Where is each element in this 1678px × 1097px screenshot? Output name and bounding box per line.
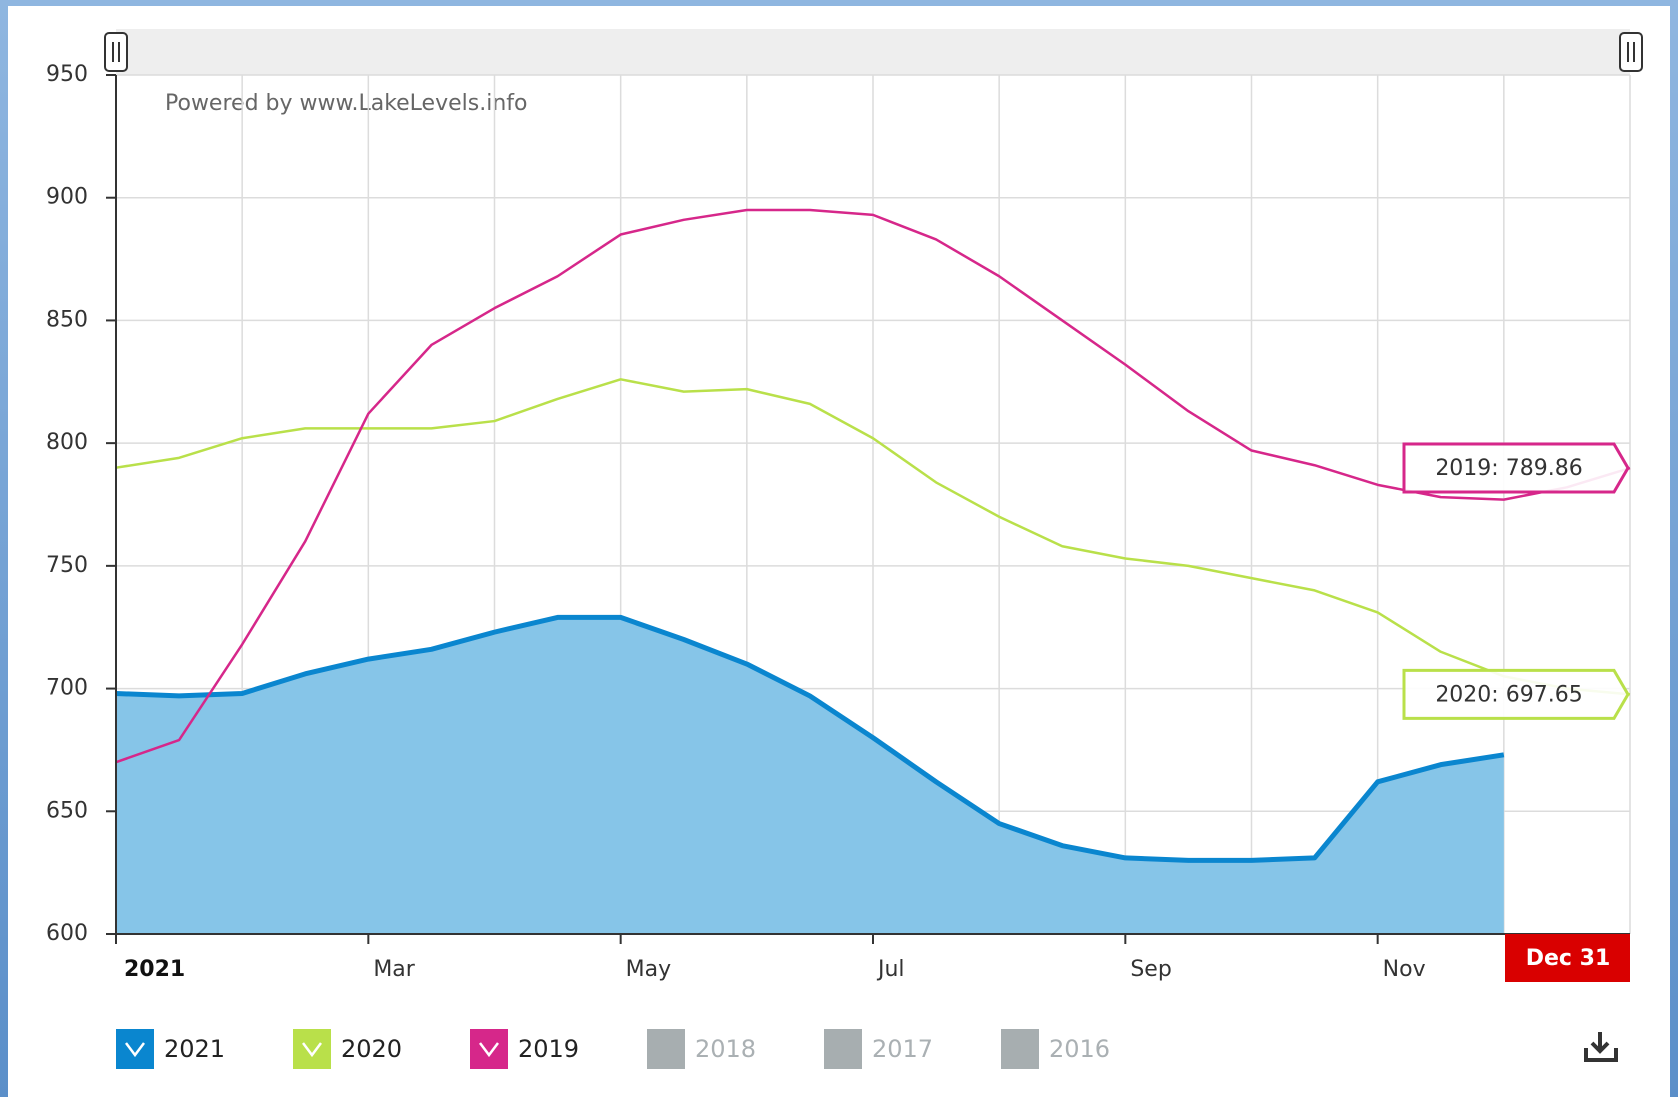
legend-swatch[interactable] bbox=[1001, 1029, 1039, 1069]
area bbox=[116, 617, 1504, 934]
legend-swatch[interactable] bbox=[116, 1029, 154, 1069]
legend-label[interactable]: 2018 bbox=[695, 1035, 756, 1063]
legend-label[interactable]: 2020 bbox=[341, 1035, 402, 1063]
tooltip-box bbox=[1402, 442, 1630, 494]
x-tick-label: Sep bbox=[1130, 957, 1171, 982]
legend-swatch[interactable] bbox=[293, 1029, 331, 1069]
y-tick-label: 600 bbox=[46, 921, 88, 946]
legend-check bbox=[479, 1042, 499, 1058]
legend-label[interactable]: 2016 bbox=[1049, 1035, 1110, 1063]
x-tick-label: May bbox=[626, 957, 671, 982]
legend-label[interactable]: 2017 bbox=[872, 1035, 933, 1063]
navigator-handle-right[interactable] bbox=[1619, 32, 1643, 72]
navigator bbox=[116, 29, 1630, 75]
x-tick-label: Mar bbox=[373, 957, 415, 982]
legend-check bbox=[302, 1042, 322, 1058]
cursor-label: Dec 31 bbox=[1526, 946, 1611, 971]
legend-swatch[interactable] bbox=[824, 1029, 862, 1069]
legend-swatch[interactable] bbox=[470, 1029, 508, 1069]
line bbox=[115, 208, 1631, 764]
legend-check bbox=[125, 1042, 145, 1058]
y-tick-label: 650 bbox=[46, 798, 88, 823]
x-tick-label: Nov bbox=[1383, 957, 1426, 982]
legend-label[interactable]: 2021 bbox=[164, 1035, 225, 1063]
y-tick-label: 800 bbox=[46, 430, 88, 455]
x-tick-label: Jul bbox=[876, 957, 905, 982]
tooltip-box bbox=[1402, 668, 1630, 720]
legend-label[interactable]: 2019 bbox=[518, 1035, 579, 1063]
y-tick-label: 850 bbox=[46, 307, 88, 332]
y-tick-label: 900 bbox=[46, 185, 88, 210]
download-icon[interactable] bbox=[1584, 1032, 1618, 1062]
legend-swatch[interactable] bbox=[647, 1029, 685, 1069]
cursor-label-box bbox=[1505, 934, 1630, 982]
y-tick-label: 950 bbox=[46, 62, 88, 87]
line bbox=[115, 378, 1631, 696]
line bbox=[115, 614, 1505, 863]
tooltip-text: 2020: 697.65 bbox=[1435, 682, 1582, 707]
y-tick-label: 750 bbox=[46, 553, 88, 578]
tooltip-text: 2019: 789.86 bbox=[1435, 456, 1582, 481]
x-tick-label: 2021 bbox=[124, 957, 185, 982]
navigator-handle-left[interactable] bbox=[104, 32, 128, 72]
credit: Powered by www.LakeLevels.info bbox=[165, 91, 527, 116]
y-tick-label: 700 bbox=[46, 676, 88, 701]
